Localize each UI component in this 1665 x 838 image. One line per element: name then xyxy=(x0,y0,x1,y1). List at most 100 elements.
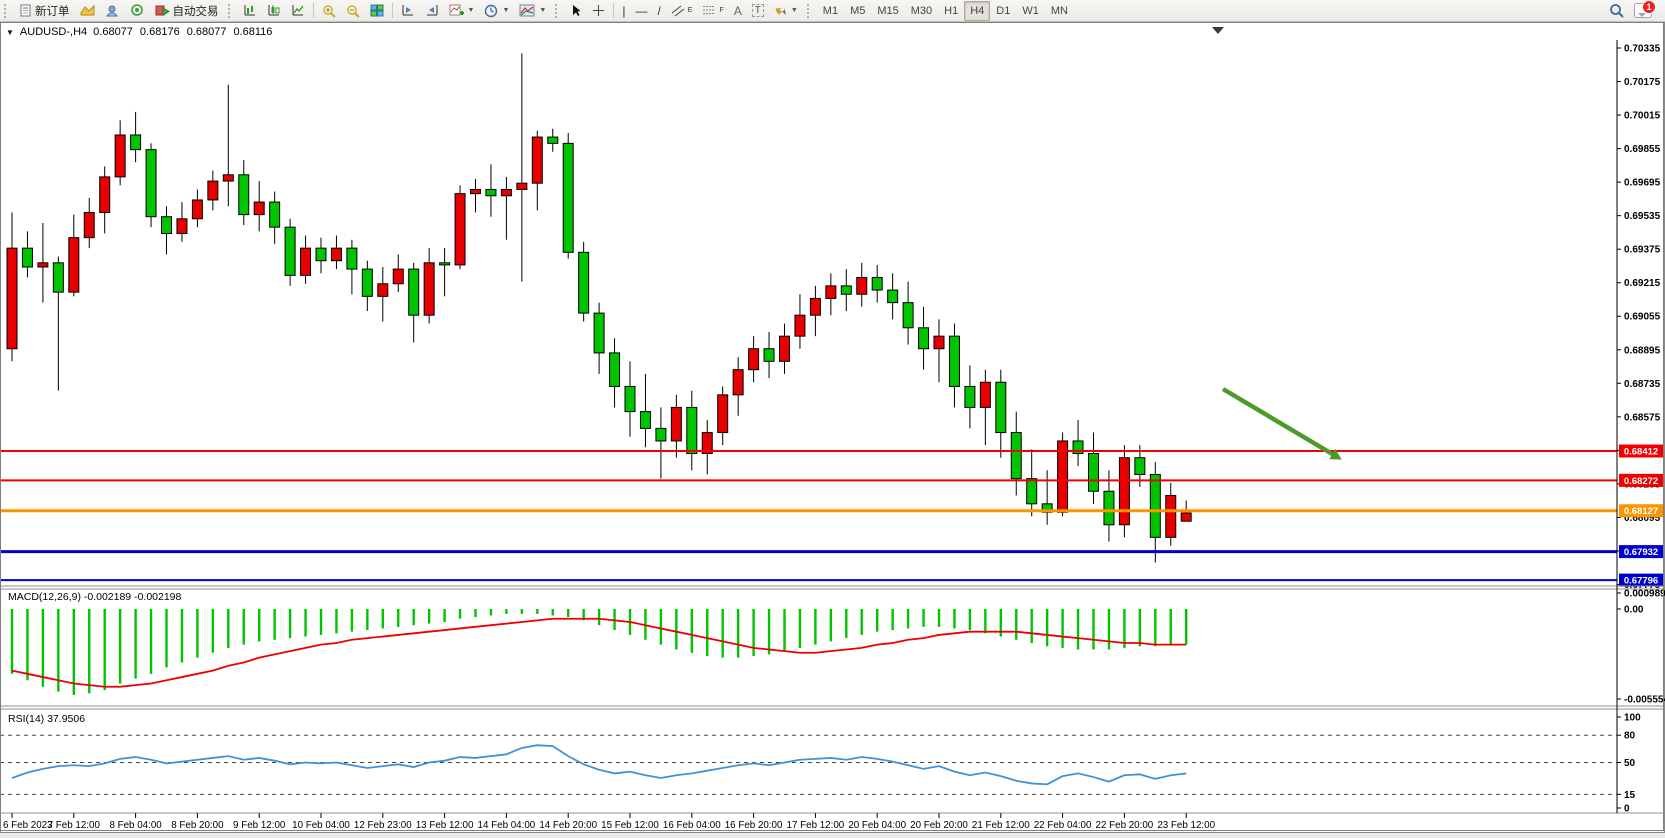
cursor-icon xyxy=(573,5,581,16)
auto-scroll-button[interactable] xyxy=(396,1,420,21)
timeframe-button-W1[interactable]: W1 xyxy=(1022,4,1039,17)
auto-trading-icon xyxy=(155,5,170,16)
date-axis-label: 20 Feb 04:00 xyxy=(848,820,906,831)
collapse-triangle-icon[interactable]: ▼ xyxy=(6,27,14,37)
price-line-badge xyxy=(1619,473,1663,487)
timeframe-button-M15[interactable]: M15 xyxy=(877,4,899,17)
period-button[interactable]: ▼ xyxy=(479,1,514,21)
chart-shift-icon xyxy=(426,5,437,16)
date-axis-label: 17 Feb 12:00 xyxy=(787,820,845,831)
notification-badge: 1 xyxy=(1642,0,1656,14)
market-watch-button[interactable] xyxy=(75,1,100,21)
trendline-button[interactable]: / xyxy=(652,1,665,21)
price-axis-label: 0.70335 xyxy=(1624,44,1661,55)
text-icon: A xyxy=(733,3,742,18)
navigator-button[interactable] xyxy=(125,1,150,21)
zoom-out-button[interactable] xyxy=(341,1,365,21)
date-axis-label: 14 Feb 20:00 xyxy=(539,820,597,831)
timeframe-button-MN[interactable]: MN xyxy=(1050,4,1068,17)
fibonacci-button[interactable]: F xyxy=(697,1,728,21)
date-axis-label: 21 Feb 12:00 xyxy=(972,820,1030,831)
crosshair-button[interactable] xyxy=(587,1,610,21)
price-axis-label: 0.68095 xyxy=(1624,513,1661,524)
vertical-line-button[interactable]: | xyxy=(617,1,630,21)
horizontal-line-icon: — xyxy=(635,3,648,18)
macd-pane: MACD(12,26,9) -0.002189 -0.002198 xyxy=(8,591,1188,695)
horizontal-line-button[interactable]: — xyxy=(630,1,652,21)
date-axis-label: 7 Feb 12:00 xyxy=(48,820,101,831)
timeframe-button-M1[interactable]: M1 xyxy=(822,4,839,17)
search-button[interactable] xyxy=(1604,1,1629,21)
date-axis-label: 6 Feb 2023 xyxy=(3,820,53,831)
auto-trading-label: 自动交易 xyxy=(172,5,219,18)
timeframe-button-H1[interactable]: H1 xyxy=(944,4,959,17)
price-axis-label: 0.69215 xyxy=(1624,278,1661,289)
zoom-in-icon xyxy=(322,4,336,18)
price-line-badge-label: 0.68127 xyxy=(1624,506,1658,517)
candlestick-chart-type-button[interactable] xyxy=(262,1,286,21)
price-line-badge-label: 0.67932 xyxy=(1624,547,1658,558)
timeframe-group: M1 M5 M15 M30 H1 H4 D1 W1 MN xyxy=(817,0,1074,21)
toolbar-drag-handle[interactable] xyxy=(806,3,813,18)
toolbar-drag-handle[interactable] xyxy=(227,3,234,18)
indicators-button[interactable]: ▼ xyxy=(444,1,480,21)
macd-axis-label: 0.000989 xyxy=(1624,589,1665,600)
text-label-button[interactable]: T xyxy=(747,1,769,21)
auto-scroll-icon xyxy=(402,5,413,16)
date-axis-label: 16 Feb 04:00 xyxy=(663,820,721,831)
trendline-icon: / xyxy=(657,3,661,18)
macd-label: MACD(12,26,9) -0.002189 -0.002198 xyxy=(8,591,182,603)
timeframe-button-M30[interactable]: M30 xyxy=(910,4,933,17)
chart-ohlc-readout: 0.68077 0.68176 0.68077 0.68116 xyxy=(93,26,272,38)
zoom-out-icon xyxy=(346,4,360,18)
toolbar-drag-handle[interactable] xyxy=(4,3,10,18)
arrows-icon xyxy=(775,8,786,15)
zoom-in-button[interactable] xyxy=(317,1,341,21)
data-window-button[interactable] xyxy=(100,1,125,21)
price-axis-label: 0.69535 xyxy=(1624,211,1661,222)
date-axis-label: 10 Feb 04:00 xyxy=(292,820,350,831)
toolbar-drag-handle[interactable] xyxy=(555,3,561,18)
channel-tag: E xyxy=(687,7,693,14)
timeframe-button-H4[interactable]: H4 xyxy=(964,0,991,21)
timeframe-button-D1[interactable]: D1 xyxy=(996,4,1011,17)
new-order-label: 新订单 xyxy=(35,5,70,18)
chart-shift-marker[interactable] xyxy=(1212,27,1224,34)
line-chart-icon xyxy=(292,5,304,16)
text-button[interactable]: A xyxy=(729,1,747,21)
price-line-badge-label: 0.68272 xyxy=(1624,476,1658,487)
chevron-down-icon: ▼ xyxy=(539,7,547,14)
arrow-annotation[interactable] xyxy=(1221,387,1336,457)
auto-trading-button[interactable]: 自动交易 xyxy=(150,1,224,21)
timeframe-button-M5[interactable]: M5 xyxy=(850,4,866,17)
price-line-badge xyxy=(1619,504,1663,518)
crosshair-icon xyxy=(593,5,605,16)
market-watch-icon xyxy=(80,4,94,16)
rsi-pane: RSI(14) 37.9506 xyxy=(0,713,1617,795)
bar-chart-icon xyxy=(244,5,255,16)
notifications-button[interactable]: 1 xyxy=(1629,0,1657,21)
date-axis-label: 15 Feb 12:00 xyxy=(601,820,659,831)
bar-chart-type-button[interactable] xyxy=(238,1,262,21)
price-line-badge xyxy=(1619,545,1663,559)
rsi-axis-label: 15 xyxy=(1624,790,1636,801)
channel-button[interactable]: E xyxy=(666,1,698,21)
macd-axis-label: -0.005554 xyxy=(1624,695,1665,706)
line-chart-type-button[interactable] xyxy=(286,1,310,21)
navigator-icon xyxy=(130,4,143,16)
chart-shift-button[interactable] xyxy=(420,1,444,21)
rsi-axis-label: 80 xyxy=(1624,731,1636,742)
chart-title: ▼ AUDUSD-,H4 0.68077 0.68176 0.68077 0.6… xyxy=(6,25,272,39)
arrows-button[interactable]: ▼ xyxy=(769,1,803,21)
ohlc-high: 0.68176 xyxy=(139,26,180,38)
price-axis-label: 0.69055 xyxy=(1624,312,1661,323)
new-order-button[interactable]: 新订单 xyxy=(14,1,75,21)
date-axis-label: 22 Feb 20:00 xyxy=(1096,820,1154,831)
cursor-button[interactable] xyxy=(565,1,587,21)
price-line-badge-label: 0.68412 xyxy=(1624,447,1658,458)
tile-windows-button[interactable] xyxy=(365,1,389,21)
template-button[interactable]: ▼ xyxy=(514,1,551,21)
price-axis-label: 0.68895 xyxy=(1624,345,1661,356)
channel-icon xyxy=(671,5,685,17)
